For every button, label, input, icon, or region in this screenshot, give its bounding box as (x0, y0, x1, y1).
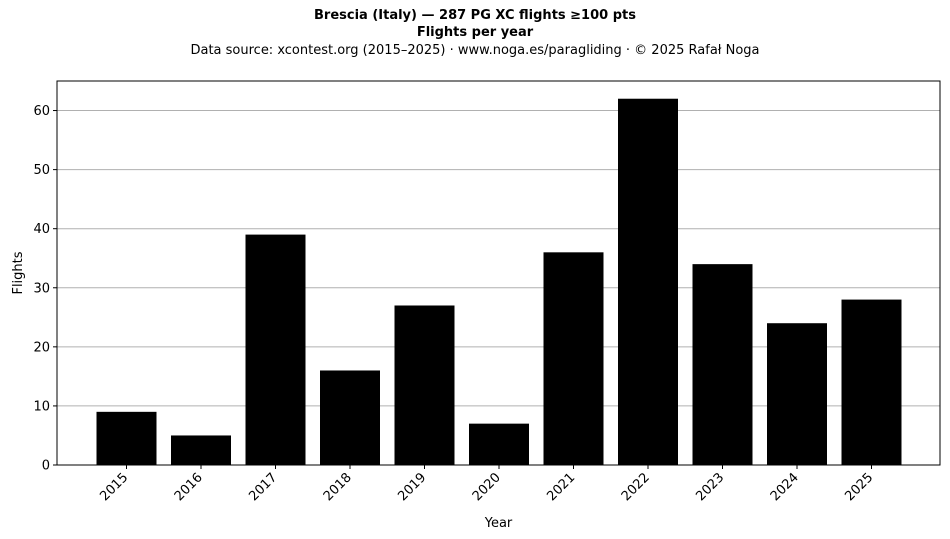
bar-2020 (469, 423, 529, 465)
chart-title: Brescia (Italy) — 287 PG XC flights ≥100… (314, 8, 636, 23)
x-tick-label: 2023 (693, 470, 727, 504)
x-tick-label: 2016 (172, 470, 206, 504)
y-axis-label: Flights (11, 251, 26, 294)
x-tick-label: 2017 (246, 470, 280, 504)
chart-subtitle-metric: Flights per year (416, 25, 534, 40)
bar-2025 (841, 299, 902, 465)
x-tick-label: 2018 (321, 470, 355, 504)
bar-2016 (171, 435, 231, 465)
y-tick-label: 10 (33, 399, 50, 414)
bar-2017 (245, 234, 306, 465)
bar-2021 (543, 252, 604, 465)
x-axis: 2015 2016 2017 2018 2019 2020 2021 2022 2023 2024… (97, 465, 876, 504)
y-tick-label: 0 (42, 459, 50, 474)
bar-2018 (320, 370, 380, 465)
x-tick-label: 2025 (842, 470, 876, 504)
y-tick-label: 30 (33, 281, 50, 296)
bar-2023 (692, 264, 753, 465)
x-axis-label: Year (484, 516, 513, 531)
x-tick-label: 2019 (395, 470, 429, 504)
y-tick-label: 60 (33, 104, 50, 119)
bar-2019 (394, 305, 455, 465)
x-tick-label: 2022 (619, 470, 653, 504)
x-tick-label: 2024 (768, 470, 802, 504)
y-tick-label: 40 (33, 222, 50, 237)
x-tick-label: 2020 (470, 470, 504, 504)
y-tick-label: 50 (33, 163, 50, 178)
chart-data-source: Data source: xcontest.org (2015–2025) · … (190, 43, 760, 58)
bar-2015 (96, 411, 157, 465)
bar-2022 (618, 98, 678, 465)
y-tick-label: 20 (33, 340, 50, 355)
x-tick-label: 2015 (97, 470, 131, 504)
bar-2024 (767, 323, 827, 465)
x-tick-label: 2021 (544, 470, 578, 504)
y-axis: 0 10 20 30 40 50 60 (33, 104, 57, 474)
bars (96, 98, 902, 465)
y-gridlines (57, 110, 940, 407)
